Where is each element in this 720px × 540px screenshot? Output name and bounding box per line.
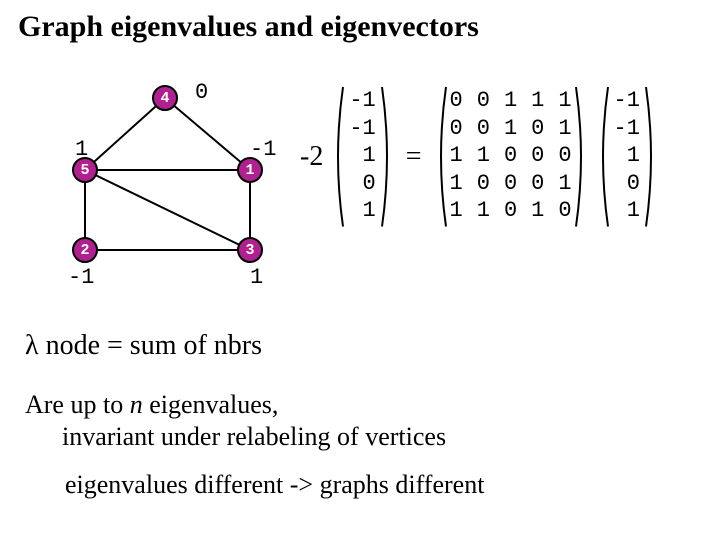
page-title: Graph eigenvalues and eigenvectors xyxy=(18,10,479,44)
vector-right: -1-1101 xyxy=(596,85,658,229)
matrix-col-1: 00101 xyxy=(475,85,492,229)
conclusion-text: eigenvalues different -> graphs differen… xyxy=(65,470,484,500)
equals-sign: = xyxy=(402,141,426,173)
paren-right xyxy=(574,85,588,229)
node-value-1: -1 xyxy=(250,137,276,162)
lambda-symbol: λ xyxy=(25,330,39,361)
vector-left: -1-1101 xyxy=(331,85,393,229)
graph-node-2: 2 xyxy=(72,237,98,263)
graph-node-3: 3 xyxy=(237,237,263,263)
matrix-col-4: 11010 xyxy=(556,85,573,229)
scalar-lambda: -2 xyxy=(300,141,323,173)
node-value-4: 0 xyxy=(195,80,208,105)
paren-right xyxy=(380,85,394,229)
matrix-col-0: 00111 xyxy=(448,85,465,229)
paren-right xyxy=(644,85,658,229)
paren-left xyxy=(596,85,610,229)
eigenvalue-count-text: Are up to n eigenvalues, xyxy=(25,390,278,420)
graph-node-4: 4 xyxy=(152,85,178,111)
graph-diagram: 40511-12-131 xyxy=(50,70,290,300)
node-value-2: -1 xyxy=(68,265,94,290)
node-value-3: 1 xyxy=(250,265,263,290)
node-value-5: 1 xyxy=(75,137,88,162)
matrix-col-3: 10001 xyxy=(529,85,546,229)
lambda-rule-text: λ node = sum of nbrs xyxy=(25,330,262,362)
paren-left xyxy=(331,85,345,229)
adjacency-matrix: 00111 00101 11000 10001 11010 xyxy=(434,85,588,229)
matrix-col-2: 11000 xyxy=(502,85,519,229)
invariant-text: invariant under relabeling of vertices xyxy=(62,422,446,452)
eigen-equation: -2 -1-1101 = 00111 00101 11000 10001 11010 -… xyxy=(300,85,658,229)
paren-left xyxy=(434,85,448,229)
